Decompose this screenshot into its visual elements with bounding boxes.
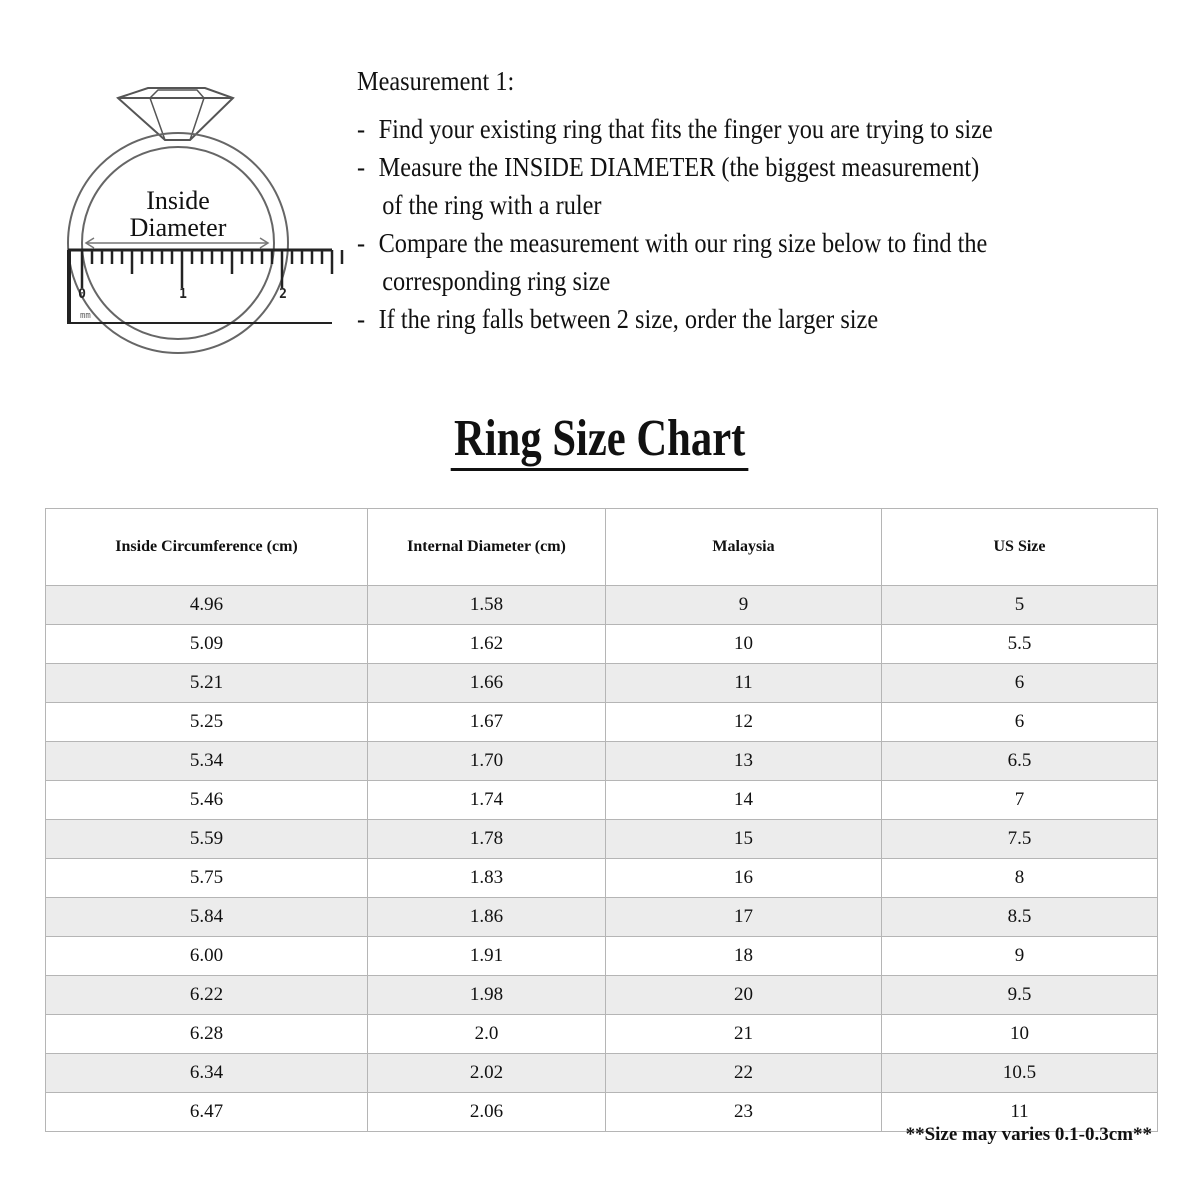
table-cell: 6.5 <box>881 741 1158 781</box>
instructions-heading: Measurement 1: <box>357 66 515 96</box>
table-cell: 1.70 <box>367 741 606 781</box>
header-malaysia: Malaysia <box>605 508 882 586</box>
header-diameter: Internal Diameter (cm) <box>367 508 606 586</box>
table-row: 5.75 1.83 16 8 <box>45 858 1158 898</box>
table-cell: 7.5 <box>881 819 1158 859</box>
table-cell: 5.84 <box>45 897 368 937</box>
table-cell: 9 <box>881 936 1158 976</box>
table-cell: 1.62 <box>367 624 606 664</box>
table-row: 5.25 1.67 12 6 <box>45 702 1158 742</box>
table-cell: 5.75 <box>45 858 368 898</box>
instruction-item: - If the ring falls between 2 size, order… <box>357 304 879 334</box>
table-cell: 10 <box>605 624 882 664</box>
table-row: 4.96 1.58 9 5 <box>45 585 1158 625</box>
table-cell: 1.78 <box>367 819 606 859</box>
table-cell: 15 <box>605 819 882 859</box>
table-cell: 13 <box>605 741 882 781</box>
table-cell: 16 <box>605 858 882 898</box>
ring-outer <box>67 132 289 354</box>
table-row: 6.28 2.0 21 10 <box>45 1014 1158 1054</box>
table-row: 5.59 1.78 15 7.5 <box>45 819 1158 859</box>
inside-label: Inside <box>146 186 210 215</box>
ruler-tick-0: 0 <box>78 287 86 302</box>
instructions: Measurement 1: - Find your existing ring … <box>357 62 993 338</box>
table-cell: 2.06 <box>367 1092 606 1132</box>
header-us-size: US Size <box>881 508 1158 586</box>
table-row: 6.34 2.02 22 10.5 <box>45 1053 1158 1093</box>
table-cell: 22 <box>605 1053 882 1093</box>
table-cell: 21 <box>605 1014 882 1054</box>
ring-measurement-illustration: Inside Diameter 0 1 2 mm <box>67 87 344 354</box>
table-cell: 9.5 <box>881 975 1158 1015</box>
table-cell: 5.46 <box>45 780 368 820</box>
ruler-tick-2: 2 <box>279 287 287 302</box>
table-cell: 4.96 <box>45 585 368 625</box>
ruler-tick-1: 1 <box>179 287 187 302</box>
chart-title-wrap: Ring Size Chart <box>0 410 1200 471</box>
table-cell: 1.83 <box>367 858 606 898</box>
diamond-icon <box>116 87 235 141</box>
table-cell: 6.00 <box>45 936 368 976</box>
table-cell: 1.74 <box>367 780 606 820</box>
ruler <box>67 248 344 324</box>
table-cell: 6.47 <box>45 1092 368 1132</box>
table-cell: 5.5 <box>881 624 1158 664</box>
table-cell: 2.02 <box>367 1053 606 1093</box>
table-row: 5.46 1.74 14 7 <box>45 780 1158 820</box>
table-cell: 18 <box>605 936 882 976</box>
table-header-row: Inside Circumference (cm) Internal Diame… <box>45 508 1158 586</box>
table-row: 6.47 2.06 23 11 <box>45 1092 1158 1132</box>
table-cell: 5 <box>881 585 1158 625</box>
table-cell: 6.22 <box>45 975 368 1015</box>
table-cell: 5.34 <box>45 741 368 781</box>
table-cell: 6 <box>881 663 1158 703</box>
table-cell: 11 <box>605 663 882 703</box>
table-row: 5.34 1.70 13 6.5 <box>45 741 1158 781</box>
table-cell: 1.67 <box>367 702 606 742</box>
table-cell: 5.21 <box>45 663 368 703</box>
table-row: 5.09 1.62 10 5.5 <box>45 624 1158 664</box>
table-cell: 7 <box>881 780 1158 820</box>
instruction-item: - Measure the INSIDE DIAMETER (the bigges… <box>357 152 980 182</box>
table-cell: 9 <box>605 585 882 625</box>
arrow-icon <box>84 237 270 249</box>
page-title: Ring Size Chart <box>451 410 749 471</box>
table-cell: 8.5 <box>881 897 1158 937</box>
ring-inner <box>81 146 275 340</box>
ring-size-table: Inside Circumference (cm) Internal Diame… <box>45 508 1158 1132</box>
table-cell: 5.09 <box>45 624 368 664</box>
table-cell: 20 <box>605 975 882 1015</box>
table-cell: 1.91 <box>367 936 606 976</box>
diameter-label: Diameter <box>130 213 227 242</box>
table-cell: 23 <box>605 1092 882 1132</box>
table-cell: 1.58 <box>367 585 606 625</box>
table-cell: 1.86 <box>367 897 606 937</box>
size-note: **Size may varies 0.1-0.3cm** <box>905 1124 1152 1145</box>
ruler-unit: mm <box>80 311 91 321</box>
table-cell: 17 <box>605 897 882 937</box>
table-cell: 5.25 <box>45 702 368 742</box>
table-cell: 1.66 <box>367 663 606 703</box>
table-cell: 8 <box>881 858 1158 898</box>
instruction-item: - Find your existing ring that fits the f… <box>357 114 993 144</box>
table-cell: 10 <box>881 1014 1158 1054</box>
table-cell: 10.5 <box>881 1053 1158 1093</box>
table-cell: 12 <box>605 702 882 742</box>
table-cell: 14 <box>605 780 882 820</box>
table-cell: 2.0 <box>367 1014 606 1054</box>
table-cell: 5.59 <box>45 819 368 859</box>
table-cell: 6.34 <box>45 1053 368 1093</box>
table-cell: 6.28 <box>45 1014 368 1054</box>
table-row: 5.21 1.66 11 6 <box>45 663 1158 703</box>
instruction-item: - Compare the measurement with our ring s… <box>357 228 988 258</box>
header-circumference: Inside Circumference (cm) <box>45 508 368 586</box>
table-row: 6.00 1.91 18 9 <box>45 936 1158 976</box>
table-cell: 1.98 <box>367 975 606 1015</box>
table-cell: 6 <box>881 702 1158 742</box>
table-row: 6.22 1.98 20 9.5 <box>45 975 1158 1015</box>
table-cell: 11 <box>881 1092 1158 1132</box>
table-row: 5.84 1.86 17 8.5 <box>45 897 1158 937</box>
